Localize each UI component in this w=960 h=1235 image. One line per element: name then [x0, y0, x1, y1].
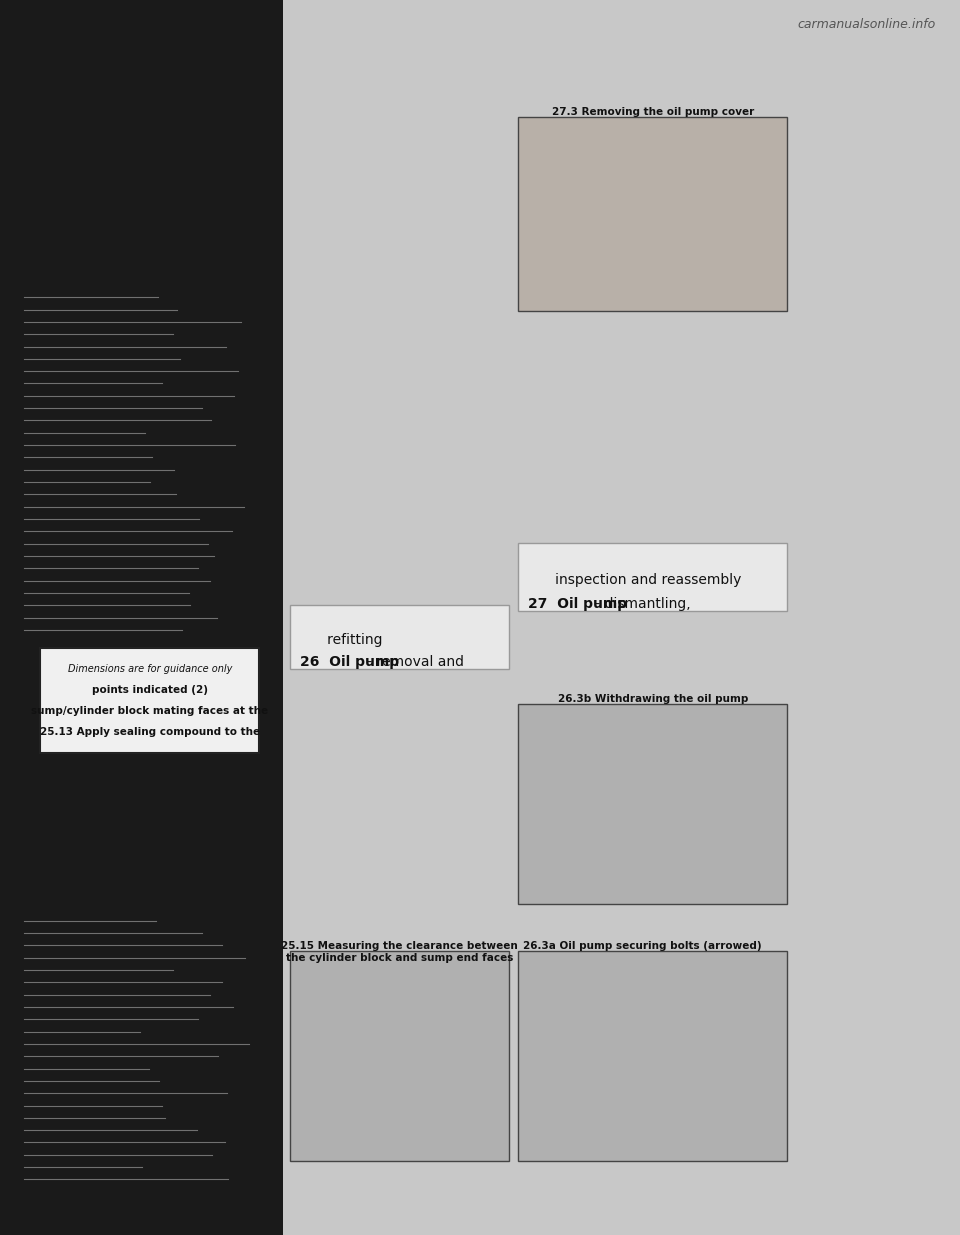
Bar — [40, 648, 259, 753]
Text: carmanualsonline.info: carmanualsonline.info — [798, 17, 936, 31]
Text: 26  Oil pump: 26 Oil pump — [300, 655, 398, 668]
Text: - dismantling,: - dismantling, — [591, 597, 691, 610]
Text: 25.15 Measuring the clearance between
the cylinder block and sump end faces: 25.15 Measuring the clearance between th… — [281, 941, 517, 962]
Text: refitting: refitting — [314, 632, 382, 647]
FancyBboxPatch shape — [283, 0, 960, 1235]
Text: Dimensions are for guidance only: Dimensions are for guidance only — [67, 664, 232, 674]
Text: 26.3a Oil pump securing bolts (arrowed): 26.3a Oil pump securing bolts (arrowed) — [523, 941, 762, 951]
Text: 27.3 Removing the oil pump cover: 27.3 Removing the oil pump cover — [552, 107, 754, 117]
Text: - removal and: - removal and — [363, 655, 464, 668]
Bar — [518, 704, 787, 904]
Text: 27  Oil pump: 27 Oil pump — [528, 597, 627, 610]
Bar — [518, 543, 787, 611]
Text: 26.3b Withdrawing the oil pump: 26.3b Withdrawing the oil pump — [558, 694, 748, 704]
Text: sump/cylinder block mating faces at the: sump/cylinder block mating faces at the — [31, 706, 269, 716]
Text: points indicated (2): points indicated (2) — [92, 685, 207, 695]
Bar — [290, 951, 509, 1161]
Bar — [518, 117, 787, 311]
Bar — [290, 605, 509, 669]
Text: 25.13 Apply sealing compound to the: 25.13 Apply sealing compound to the — [39, 727, 260, 737]
Text: inspection and reassembly: inspection and reassembly — [542, 573, 742, 588]
Bar — [518, 951, 787, 1161]
